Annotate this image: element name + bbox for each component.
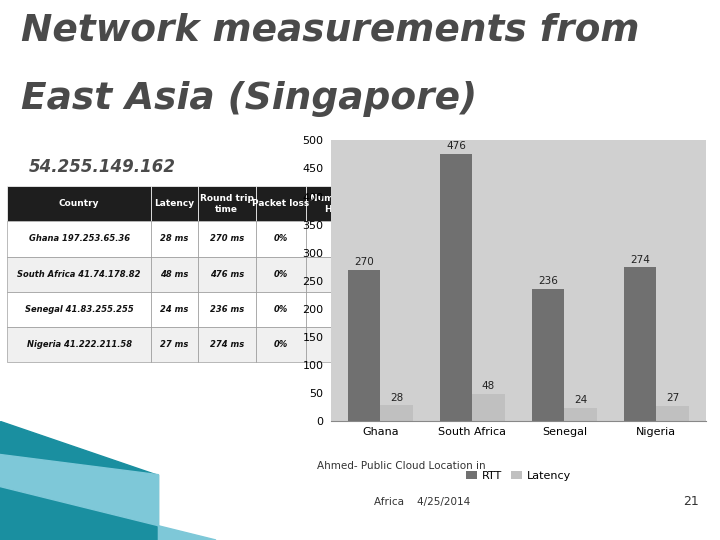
Text: 28: 28 <box>390 393 403 403</box>
Text: 13: 13 <box>330 305 343 314</box>
Bar <box>7 186 151 221</box>
Text: Africa    4/25/2014: Africa 4/25/2014 <box>374 497 471 507</box>
Bar <box>440 154 472 421</box>
Bar <box>306 327 367 362</box>
Bar <box>532 289 564 421</box>
Text: 54.255.149.162: 54.255.149.162 <box>29 158 176 177</box>
Bar <box>198 327 256 362</box>
Bar <box>198 256 256 292</box>
Bar <box>306 256 367 292</box>
Text: 0%: 0% <box>274 340 288 349</box>
Text: 274 ms: 274 ms <box>210 340 244 349</box>
Text: 27: 27 <box>666 393 679 403</box>
Text: 0%: 0% <box>274 234 288 244</box>
Bar <box>151 221 198 256</box>
Polygon shape <box>0 421 158 540</box>
Text: 0%: 0% <box>274 305 288 314</box>
Text: 28 ms: 28 ms <box>161 234 189 244</box>
Bar <box>256 327 306 362</box>
Bar <box>624 267 657 421</box>
Bar <box>151 327 198 362</box>
Bar <box>7 292 151 327</box>
Text: 27 ms: 27 ms <box>161 340 189 349</box>
Bar <box>348 269 380 421</box>
Text: 21: 21 <box>683 496 698 509</box>
Text: Network measurements from: Network measurements from <box>22 13 640 49</box>
Bar <box>198 292 256 327</box>
Bar <box>256 221 306 256</box>
Text: Nigeria 41.222.211.58: Nigeria 41.222.211.58 <box>27 340 132 349</box>
Text: 270: 270 <box>354 256 374 267</box>
Bar <box>256 292 306 327</box>
Bar <box>198 221 256 256</box>
Bar <box>306 292 367 327</box>
Text: 236 ms: 236 ms <box>210 305 244 314</box>
Bar <box>7 256 151 292</box>
Polygon shape <box>0 455 216 540</box>
Text: Round trip
time: Round trip time <box>200 194 253 213</box>
Bar <box>151 256 198 292</box>
Text: 24 ms: 24 ms <box>161 305 189 314</box>
Text: 24: 24 <box>574 395 587 405</box>
Text: 476: 476 <box>446 141 467 151</box>
Text: East Asia (Singapore): East Asia (Singapore) <box>22 81 477 117</box>
Text: Number of
Hops: Number of Hops <box>310 194 364 213</box>
Text: South Africa 41.74.178.82: South Africa 41.74.178.82 <box>17 269 141 279</box>
Text: 48: 48 <box>482 381 495 391</box>
Text: 19: 19 <box>330 340 343 349</box>
Bar <box>7 327 151 362</box>
Bar <box>7 221 151 256</box>
Text: Ghana 197.253.65.36: Ghana 197.253.65.36 <box>29 234 130 244</box>
Text: Packet loss: Packet loss <box>252 199 310 208</box>
Bar <box>256 256 306 292</box>
Bar <box>564 408 597 421</box>
Text: Country: Country <box>59 199 99 208</box>
Bar <box>198 186 256 221</box>
Text: Senegal 41.83.255.255: Senegal 41.83.255.255 <box>24 305 134 314</box>
Bar <box>306 186 367 221</box>
Bar <box>256 186 306 221</box>
Text: 236: 236 <box>539 276 558 286</box>
Text: Latency: Latency <box>155 199 194 208</box>
Bar <box>657 406 688 421</box>
Text: 48 ms: 48 ms <box>161 269 189 279</box>
Bar <box>380 406 413 421</box>
Bar <box>306 221 367 256</box>
Text: 270 ms: 270 ms <box>210 234 244 244</box>
Bar <box>472 394 505 421</box>
Text: 12: 12 <box>330 234 343 244</box>
Text: Ahmed- Public Cloud Location in: Ahmed- Public Cloud Location in <box>317 461 485 471</box>
Text: 20: 20 <box>330 269 343 279</box>
Text: 476 ms: 476 ms <box>210 269 244 279</box>
Bar <box>151 186 198 221</box>
Text: 274: 274 <box>630 254 650 265</box>
Text: 0%: 0% <box>274 269 288 279</box>
Legend: RTT, Latency: RTT, Latency <box>462 466 575 485</box>
Bar <box>151 292 198 327</box>
